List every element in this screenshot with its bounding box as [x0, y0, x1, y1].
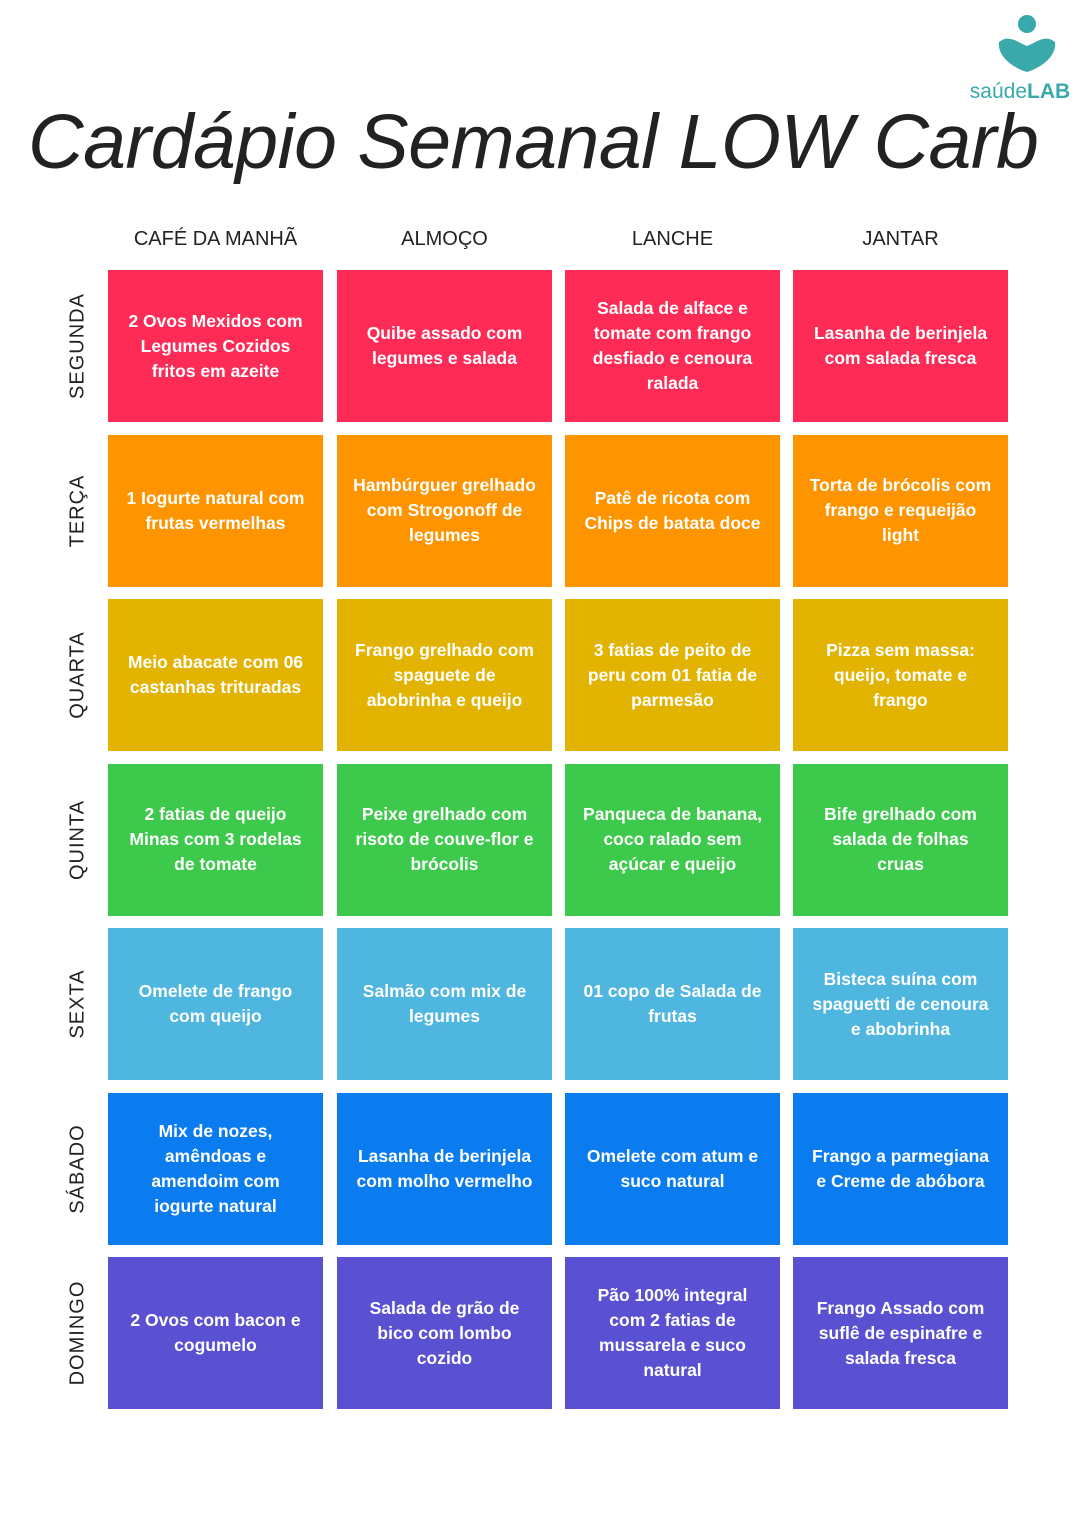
meal-cell: 3 fatias de peito de peru com 01 fatia d… [565, 599, 780, 751]
meal-cell: 01 copo de Salada de frutas [565, 928, 780, 1080]
meal-cell: Lasanha de berinjela com molho vermelho [337, 1092, 552, 1245]
column-header: CAFÉ DA MANHÃ [133, 228, 298, 250]
meal-cell: Hambúrguer grelhado com Strogonoff de le… [337, 434, 552, 587]
day-label: SEXTA [66, 969, 89, 1039]
meal-cell: Frango Assado com suflê de espinafre e s… [793, 1257, 1008, 1409]
meal-cell: Omelete de frango com queijo [108, 928, 323, 1080]
meal-cell: Quibe assado com legumes e salada [337, 270, 552, 422]
meal-cell: Frango a parmegiana e Creme de abóbora [793, 1092, 1008, 1245]
column-header: ALMOÇO [401, 228, 488, 250]
meal-cell: Peixe grelhado com risoto de couve-flor … [337, 763, 552, 916]
brand-bold: LAB [1027, 80, 1071, 103]
day-label: QUINTA [66, 799, 89, 880]
day-label: SEGUNDA [66, 293, 89, 399]
meal-cell: Torta de brócolis com frango e requeijão… [793, 434, 1008, 587]
meal-cell: Mix de nozes, amêndoas e amendoim com io… [108, 1092, 323, 1245]
meal-cell: Salada de grão de bico com lombo cozido [337, 1257, 552, 1409]
meal-cell: Patê de ricota com Chips de batata doce [565, 434, 780, 587]
day-label: TERÇA [66, 474, 89, 547]
meal-cell: Pão 100% integral com 2 fatias de mussar… [565, 1257, 780, 1409]
column-header: JANTAR [862, 228, 939, 250]
meal-cell: 2 fatias de queijo Minas com 3 rodelas d… [108, 763, 323, 916]
meal-cell: 1 Iogurte natural com frutas vermelhas [108, 434, 323, 587]
meal-cell: Panqueca de banana, coco ralado sem açúc… [565, 763, 780, 916]
meal-cell: Salada de alface e tomate com frango des… [565, 270, 780, 422]
meal-cell: Lasanha de berinjela com salada fresca [793, 270, 1008, 422]
meal-cell: Salmão com mix de legumes [337, 928, 552, 1080]
day-label: SÁBADO [66, 1123, 89, 1214]
meal-cell: Frango grelhado com spaguete de abobrinh… [337, 599, 552, 751]
meal-cell: Meio abacate com 06 castanhas trituradas [108, 599, 323, 751]
day-label: DOMINGO [66, 1280, 89, 1386]
meal-cell: Bisteca suína com spaguetti de cenoura e… [793, 928, 1008, 1080]
logo-icon [998, 15, 1056, 72]
meal-cell: Pizza sem massa: queijo, tomate e frango [793, 599, 1008, 751]
meal-cell: Bife grelhado com salada de folhas cruas [793, 763, 1008, 916]
meal-cell: 2 Ovos Mexidos com Legumes Cozidos frito… [108, 270, 323, 422]
column-header: LANCHE [631, 228, 714, 250]
brand: saúde [969, 80, 1028, 103]
day-label: QUARTA [66, 631, 89, 719]
meal-cell: Omelete com atum e suco natural [565, 1092, 780, 1245]
title: Cardápio Semanal LOW Carb [28, 99, 1039, 185]
meal-cell: 2 Ovos com bacon e cogumelo [108, 1257, 323, 1409]
logo-text: saúdeLAB [960, 80, 1080, 104]
